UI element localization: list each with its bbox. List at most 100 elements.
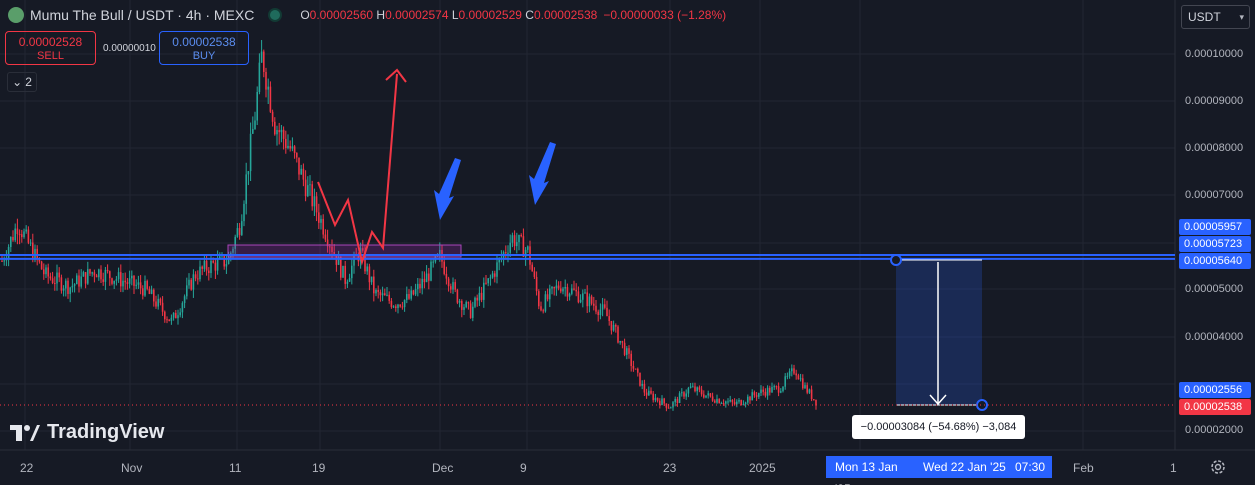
candle: [425, 265, 428, 283]
candle: [293, 145, 296, 159]
price-change: −0.00000033 (−1.28%): [603, 8, 727, 22]
candle: [639, 372, 641, 387]
candle: [128, 270, 131, 289]
candle: [522, 228, 525, 257]
market-status-icon[interactable]: [270, 10, 281, 20]
pointer-arrow[interactable]: [529, 142, 556, 205]
candle: [27, 226, 30, 245]
candle: [465, 300, 467, 309]
candle: [520, 233, 522, 238]
candle: [269, 81, 272, 113]
measure-area[interactable]: [896, 260, 982, 405]
candle: [659, 398, 661, 409]
candle: [729, 395, 731, 403]
candle: [175, 310, 177, 319]
candle: [630, 350, 632, 372]
candle: [749, 395, 751, 404]
time-highlight: Mon 13 Jan '25: [826, 456, 914, 485]
candle: [362, 239, 364, 253]
candle: [188, 273, 190, 289]
measure-handle[interactable]: [890, 254, 902, 266]
candle: [467, 301, 470, 310]
measure-handle[interactable]: [976, 399, 988, 411]
candle: [485, 275, 487, 285]
indicators-toggle[interactable]: ⌄ 2: [7, 72, 37, 92]
time-tick: 2025: [749, 461, 776, 475]
candle: [282, 126, 285, 150]
price-tick: 0.00005000: [1185, 283, 1244, 295]
range-box[interactable]: [227, 244, 462, 258]
candle: [500, 250, 503, 263]
candle: [511, 232, 514, 248]
candle: [381, 286, 384, 302]
candle: [260, 40, 263, 63]
candle: [302, 163, 305, 187]
candle: [98, 268, 100, 281]
candle: [432, 259, 434, 268]
sell-price: 0.00002528: [18, 35, 83, 49]
candle: [531, 262, 533, 272]
candle: [403, 299, 406, 312]
candle: [117, 267, 120, 283]
candle: [692, 382, 694, 388]
candle: [73, 283, 76, 293]
candle: [412, 289, 415, 296]
candle: [12, 230, 14, 242]
candle: [329, 243, 331, 256]
candle: [287, 134, 289, 150]
candle: [727, 398, 729, 405]
candle: [401, 301, 404, 310]
candle: [674, 396, 676, 407]
projection-arrowhead: [385, 68, 407, 83]
candle: [153, 288, 155, 307]
candle: [366, 263, 368, 275]
candle: [181, 301, 184, 319]
buy-button[interactable]: 0.00002538 BUY: [159, 31, 249, 65]
candle: [643, 379, 646, 396]
candle: [56, 264, 58, 291]
candle: [318, 203, 320, 229]
grid: [0, 0, 1255, 451]
price-tick: 0.00009000: [1185, 95, 1244, 107]
candle: [311, 180, 313, 211]
currency-select[interactable]: USDT ▾: [1181, 5, 1250, 29]
candle: [621, 340, 624, 349]
candle: [51, 271, 54, 285]
candle: [711, 392, 714, 402]
candle: [610, 320, 613, 335]
candle: [265, 67, 267, 98]
sell-button[interactable]: 0.00002528 SELL: [5, 31, 96, 65]
candle: [544, 290, 547, 313]
time-tick: Feb: [1073, 461, 1094, 475]
symbol-title[interactable]: Mumu The Bull / USDT · 4h · MEXC: [30, 7, 255, 23]
candle: [197, 270, 199, 285]
candle: [720, 401, 723, 404]
settings-gear-icon[interactable]: [1209, 458, 1227, 476]
candle: [599, 303, 602, 320]
candle: [386, 287, 388, 297]
candle: [747, 394, 749, 405]
candle: [337, 250, 340, 265]
candle: [797, 373, 800, 380]
candle: [755, 391, 758, 402]
candle: [21, 229, 23, 243]
candle: [533, 267, 536, 279]
candle: [252, 116, 254, 135]
candle: [298, 157, 300, 181]
candle: [241, 214, 243, 237]
candle: [395, 304, 397, 312]
candle: [535, 271, 538, 296]
candle: [177, 309, 179, 325]
pointer-arrow[interactable]: [434, 158, 461, 220]
candlesticks: [1, 40, 817, 412]
candle: [278, 122, 280, 145]
candle: [87, 261, 89, 285]
currency-label: USDT: [1188, 10, 1221, 24]
candle: [291, 137, 294, 152]
candle: [324, 229, 327, 243]
candle: [489, 274, 492, 286]
candle: [315, 192, 318, 222]
candle: [637, 367, 639, 377]
projection-path[interactable]: [317, 73, 398, 266]
